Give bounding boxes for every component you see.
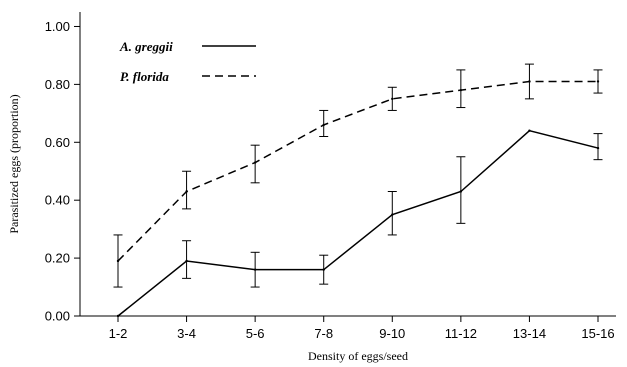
- x-tick-label: 5-6: [246, 326, 265, 341]
- y-tick-label: 1.00: [45, 19, 70, 34]
- y-tick-label: 0.60: [45, 135, 70, 150]
- axes: 0.00 0.20 0.40 0.60 0.80 1.00 1-2 3-4 5-6 7-8 9-10…: [45, 12, 616, 341]
- legend: A. greggii P. florida: [119, 39, 256, 84]
- data-point-a-greggii: [528, 129, 531, 132]
- x-tick-label: 9-10: [379, 326, 405, 341]
- x-tick-label: 7-8: [314, 326, 333, 341]
- x-tick-label: 1-2: [109, 326, 128, 341]
- series-layer: [113, 63, 603, 318]
- y-tick-label: 0.80: [45, 77, 70, 92]
- x-tick-label: 3-4: [177, 326, 196, 341]
- data-point-a-greggii: [116, 314, 120, 318]
- y-tick-label: 0.20: [45, 251, 70, 266]
- y-tick-label: 0.00: [45, 309, 70, 324]
- legend-label-a-greggii: A. greggii: [119, 39, 173, 54]
- series-line-a-greggii: [117, 129, 599, 317]
- x-tick-label: 15-16: [581, 326, 614, 341]
- legend-label-p-florida: P. florida: [120, 69, 169, 84]
- series-line-p-florida: [117, 80, 598, 262]
- x-tick-label: 13-14: [513, 326, 546, 341]
- y-axis-title: Parasitized eggs (proportion): [7, 94, 21, 233]
- x-tick-label: 11-12: [445, 326, 477, 341]
- y-tick-label: 0.40: [45, 193, 70, 208]
- x-axis-title: Density of eggs/seed: [308, 349, 408, 363]
